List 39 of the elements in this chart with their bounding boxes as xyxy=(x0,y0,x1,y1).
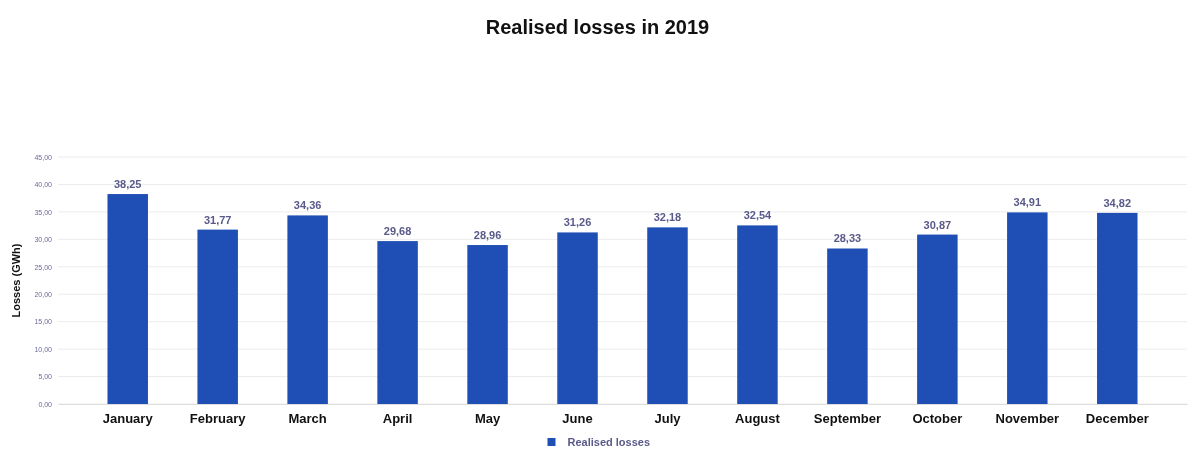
bar xyxy=(377,241,418,404)
x-tick-label: September xyxy=(813,411,881,427)
x-tick-label: February xyxy=(189,411,247,427)
x-tick-label: December xyxy=(1085,411,1149,427)
bar xyxy=(647,227,688,404)
data-label: 30,87 xyxy=(923,218,952,231)
bar xyxy=(557,232,598,404)
bar xyxy=(287,215,328,404)
bar xyxy=(1097,212,1138,404)
legend-label: Realised losses xyxy=(567,436,651,448)
bar xyxy=(737,225,778,404)
data-label: 38,25 xyxy=(113,178,142,191)
data-label: 32,54 xyxy=(743,209,773,222)
x-tick-label: June xyxy=(562,411,593,427)
x-tick-label: April xyxy=(382,411,413,427)
x-tick-label: October xyxy=(912,411,963,427)
x-tick-label: November xyxy=(995,411,1060,427)
x-tick-label: May xyxy=(474,411,501,427)
chart-title: Realised losses in 2019 xyxy=(485,16,710,38)
x-tick-label: March xyxy=(288,411,327,427)
data-label: 32,18 xyxy=(653,211,682,224)
data-label: 34,82 xyxy=(1103,196,1132,209)
data-label: 29,68 xyxy=(383,225,412,238)
data-label: 34,36 xyxy=(293,199,322,212)
x-tick-label: August xyxy=(735,411,781,427)
bar xyxy=(827,248,868,404)
data-label: 34,91 xyxy=(1013,196,1042,209)
bar xyxy=(467,245,508,404)
data-label: 31,26 xyxy=(563,216,592,229)
y-axis-title: Losses (GWh) xyxy=(10,243,22,318)
bar xyxy=(197,229,238,404)
x-tick-label: July xyxy=(654,411,682,427)
bar xyxy=(1007,212,1048,404)
data-label: 28,33 xyxy=(833,232,862,245)
bar xyxy=(107,194,148,404)
data-label: 28,96 xyxy=(473,229,502,242)
bar xyxy=(917,234,958,404)
data-label: 31,77 xyxy=(203,213,232,226)
x-tick-label: January xyxy=(102,411,154,427)
